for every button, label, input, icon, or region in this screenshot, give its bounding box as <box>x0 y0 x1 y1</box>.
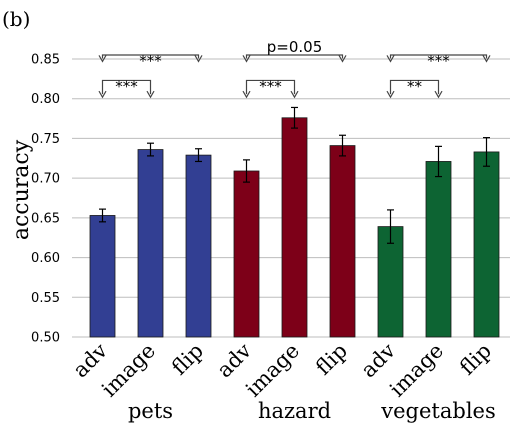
y-axis-ticks: 0.50 0.55 0.60 0.65 0.70 0.75 0.80 0.85 <box>31 53 60 346</box>
y-axis-label: accuracy <box>9 139 34 240</box>
bracket-line <box>245 79 296 95</box>
bracket-arrow <box>338 55 347 63</box>
x-tick-label: image <box>241 339 304 402</box>
group-label-hazard: hazard <box>258 399 331 423</box>
y-tick-label: 0.55 <box>31 291 60 306</box>
bracket-line <box>101 54 200 59</box>
bracket-line <box>101 79 152 95</box>
significance-label: *** <box>259 77 282 95</box>
significance-label: *** <box>139 52 162 70</box>
significance-brackets: ******p=0.05******** <box>98 38 491 99</box>
x-tick-label: image <box>97 339 160 402</box>
bar-vegetables-image <box>425 161 452 338</box>
panel-label: (b) <box>2 7 30 31</box>
x-tick-label: flip <box>167 339 208 380</box>
significance-label: *** <box>115 77 138 95</box>
bar-pets-image <box>137 149 164 338</box>
y-tick-label: 0.60 <box>31 251 60 266</box>
bracket-arrow <box>386 55 395 63</box>
significance-label: *** <box>427 52 450 70</box>
y-tick-label: 0.75 <box>31 132 60 147</box>
bracket-arrow <box>98 55 107 63</box>
bracket-line <box>389 79 440 95</box>
significance-label: ** <box>407 77 423 95</box>
bracket-arrow <box>434 90 443 99</box>
x-tick-label: image <box>385 339 448 402</box>
bars <box>89 106 500 338</box>
bracket-arrow <box>194 55 203 63</box>
bar-hazard-flip <box>329 145 356 338</box>
significance-label: p=0.05 <box>267 38 323 56</box>
bracket-line <box>389 54 488 59</box>
bracket-arrow <box>98 90 107 99</box>
y-tick-label: 0.85 <box>31 53 60 68</box>
bar-vegetables-adv <box>377 226 404 338</box>
bracket-arrow <box>482 55 491 63</box>
bar-hazard-adv <box>233 170 260 338</box>
bracket-line <box>245 54 344 59</box>
y-tick-label: 0.70 <box>31 172 60 187</box>
bar-vegetables-flip <box>473 151 500 338</box>
bracket-arrow <box>290 90 299 99</box>
y-tick-label: 0.80 <box>31 92 60 107</box>
bar-pets-adv <box>89 215 116 338</box>
group-label-vegetables: vegetables <box>380 399 496 423</box>
bracket-arrow <box>242 55 251 63</box>
bar-hazard-image <box>281 117 308 338</box>
bracket-arrow <box>242 90 251 99</box>
bar-pets-flip <box>185 154 212 338</box>
y-tick-label: 0.50 <box>31 331 60 346</box>
y-tick-label: 0.65 <box>31 211 60 226</box>
group-label-pets: pets <box>128 399 173 423</box>
x-tick-label: flip <box>455 339 496 380</box>
bracket-arrow <box>386 90 395 99</box>
x-tick-label: flip <box>311 339 352 380</box>
bracket-arrow <box>146 90 155 99</box>
